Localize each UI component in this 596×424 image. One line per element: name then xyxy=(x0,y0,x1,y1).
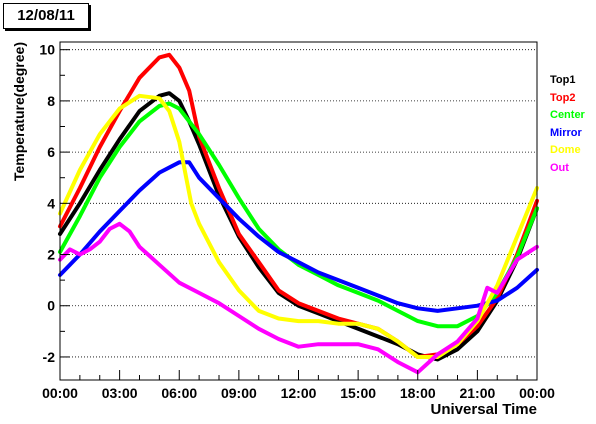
series-line-out xyxy=(58,221,539,375)
series-line-top1 xyxy=(58,91,539,362)
legend-entry-out: Out xyxy=(550,161,569,174)
x-tick-label: 00:00 xyxy=(42,385,78,401)
x-tick-label: 06:00 xyxy=(161,385,197,401)
y-tick-label: 6 xyxy=(47,144,55,160)
series-line-mirror xyxy=(58,160,539,313)
legend-entry-dome: Dome xyxy=(550,144,581,156)
x-tick-label: 09:00 xyxy=(221,385,257,401)
y-tick-label: 8 xyxy=(47,93,55,109)
x-tick-label: 18:00 xyxy=(400,385,436,401)
x-tick-label: 21:00 xyxy=(459,385,495,401)
legend: Top1 Top2 Center Mirror Dome Out xyxy=(550,72,585,177)
y-tick-label: 4 xyxy=(47,195,55,211)
ticks-layer: -2 0 2 4 6 8 10 00:00 03:00 06:00 09:00 12:00 15:00 1… xyxy=(39,42,555,401)
y-tick-label: 0 xyxy=(47,298,55,314)
y-tick-label: 10 xyxy=(39,42,55,58)
series-line-center xyxy=(58,101,539,329)
grid-layer xyxy=(60,49,537,358)
legend-entry-center: Center xyxy=(550,109,585,121)
chart-title: 12/08/11 xyxy=(3,3,89,29)
series-line-dome xyxy=(58,93,539,359)
x-tick-label: 12:00 xyxy=(281,385,317,401)
x-tick-label: 15:00 xyxy=(340,385,376,401)
legend-entry-mirror: Mirror xyxy=(550,126,582,139)
y-tick-label: -2 xyxy=(43,349,56,365)
legend-entry-top1: Top1 xyxy=(550,74,576,86)
x-tick-label: 00:00 xyxy=(519,385,555,401)
series-layer xyxy=(58,52,539,375)
x-tick-label: 03:00 xyxy=(102,385,138,401)
y-axis-label: Temperature(degree) xyxy=(11,42,27,181)
y-tick-label: 2 xyxy=(47,247,55,263)
legend-entry-top2: Top2 xyxy=(550,91,576,104)
x-axis-label: Universal Time xyxy=(431,401,537,418)
